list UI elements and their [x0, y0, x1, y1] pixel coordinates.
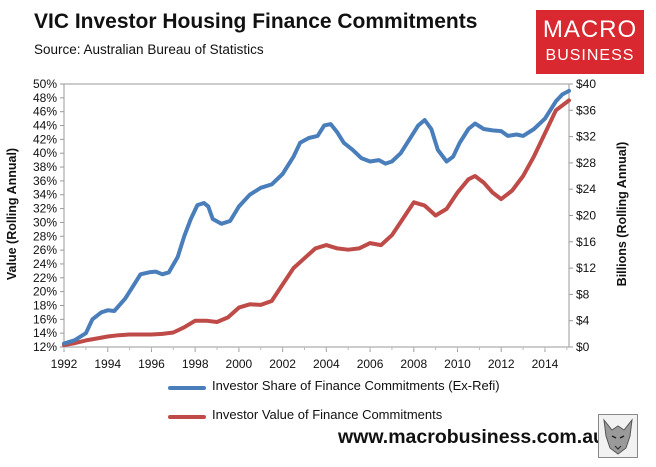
- logo-line1: MACRO: [542, 16, 638, 43]
- y-right-tick-label: $20: [576, 209, 596, 223]
- x-tick-label: 2008: [400, 357, 427, 371]
- chart-title: VIC Investor Housing Finance Commitments: [34, 10, 478, 33]
- y-right-tick-label: $0: [576, 340, 590, 354]
- legend-label-share: Investor Share of Finance Commitments (E…: [212, 378, 500, 393]
- x-tick-label: 1994: [94, 357, 121, 371]
- series-line-investor-share: [62, 88, 571, 346]
- y-left-tick-label: 20%: [33, 285, 57, 299]
- logo-line2: BUSINESS: [545, 47, 635, 64]
- y-left-tick-label: 36%: [33, 174, 57, 188]
- y-right-tick-label: $4: [576, 314, 590, 328]
- y-left-tick-label: 14%: [33, 326, 57, 340]
- y-right-tick-label: $32: [576, 130, 596, 144]
- y-right-tick-label: $16: [576, 235, 596, 249]
- y-left-tick-label: 24%: [33, 257, 57, 271]
- y-left-tick-label: 28%: [33, 229, 57, 243]
- plot-area: [63, 83, 570, 348]
- series-layer: [62, 88, 571, 347]
- y-left-tick-label: 16%: [33, 312, 57, 326]
- y-right-tick-label: $24: [576, 182, 596, 196]
- y-right-tick-label: $40: [576, 77, 596, 91]
- x-tick-label: 2006: [357, 357, 384, 371]
- series-line-investor-value: [62, 98, 571, 347]
- y-left-tick-label: 40%: [33, 146, 57, 160]
- y-left-tick-label: 34%: [33, 188, 57, 202]
- right-axis-title: Billions (Rolling Annual): [615, 142, 629, 287]
- left-axis-title: Value (Rolling Annual): [5, 148, 19, 280]
- x-axis: 1992 1994 1996 1998 2000 2002 2004 2006 2008 2010…: [51, 347, 568, 371]
- y-left-tick-label: 18%: [33, 298, 57, 312]
- right-y-axis: $0 $4 $8 $12 $16 $20 $24 $28 $32 $36 $40: [569, 77, 596, 354]
- y-left-tick-label: 12%: [33, 340, 57, 354]
- wolf-logo-icon: [598, 414, 638, 458]
- x-tick-label: 1992: [51, 357, 78, 371]
- y-left-tick-label: 42%: [33, 132, 57, 146]
- chart-subtitle: Source: Australian Bureau of Statistics: [34, 42, 264, 57]
- x-tick-label: 2010: [444, 357, 471, 371]
- legend-swatch-value: [168, 415, 206, 419]
- x-tick-label: 2002: [269, 357, 296, 371]
- plot-border: [63, 83, 570, 348]
- legend-label-value: Investor Value of Finance Commitments: [212, 407, 443, 422]
- website-url: www.macrobusiness.com.au: [338, 426, 605, 448]
- y-left-tick-label: 38%: [33, 160, 57, 174]
- x-tick-label: 2014: [532, 357, 559, 371]
- y-left-tick-label: 50%: [33, 77, 57, 91]
- y-right-tick-label: $28: [576, 156, 596, 170]
- y-left-tick-label: 22%: [33, 271, 57, 285]
- y-left-tick-label: 30%: [33, 215, 57, 229]
- left-y-axis: 12%14%16%18%20%22%24%26%28%30%32%34%36%3…: [33, 77, 64, 354]
- x-tick-label: 2012: [488, 357, 515, 371]
- y-left-tick-label: 48%: [33, 91, 57, 105]
- y-left-tick-label: 44%: [33, 119, 57, 133]
- y-left-tick-label: 46%: [33, 105, 57, 119]
- legend-swatch-share: [168, 386, 206, 390]
- y-left-tick-label: 32%: [33, 202, 57, 216]
- y-right-tick-label: $36: [576, 103, 596, 117]
- x-tick-label: 2000: [226, 357, 253, 371]
- y-right-tick-label: $8: [576, 287, 590, 301]
- x-tick-label: 2004: [313, 357, 340, 371]
- y-left-tick-label: 26%: [33, 243, 57, 257]
- y-right-tick-label: $12: [576, 261, 596, 275]
- x-tick-label: 1996: [138, 357, 165, 371]
- macrobusiness-logo: MACRO BUSINESS: [536, 10, 644, 74]
- x-tick-label: 1998: [182, 357, 209, 371]
